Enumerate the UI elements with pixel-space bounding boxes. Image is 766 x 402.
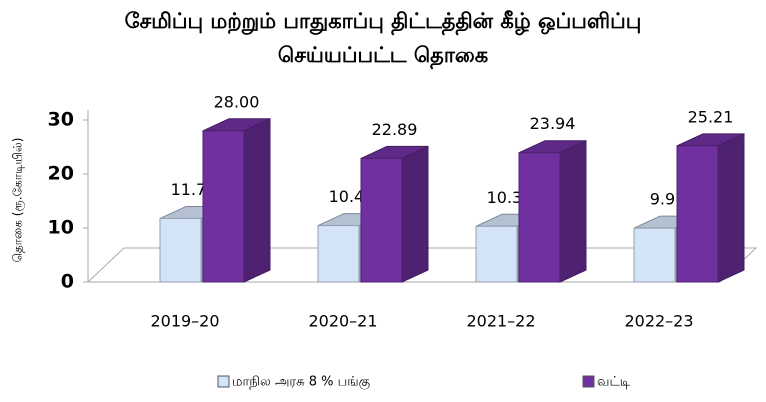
x-tick-label: 2020–21 — [308, 312, 377, 331]
x-tick-label: 2021–22 — [466, 312, 535, 331]
y-axis-label: தொகை (ரூ.கோடியில்) — [11, 138, 26, 263]
x-tick-label: 2019–20 — [150, 312, 219, 331]
bar — [633, 227, 676, 283]
legend-swatch — [582, 375, 595, 388]
bar — [202, 130, 245, 283]
legend-label: வட்டி — [597, 375, 631, 390]
bar-side — [717, 133, 745, 283]
legend-swatch — [217, 375, 230, 388]
data-label: 28.00 — [214, 92, 260, 111]
bar — [317, 225, 360, 283]
bar — [676, 145, 719, 283]
data-label: 23.94 — [530, 114, 576, 133]
bar-side — [559, 139, 587, 283]
bar — [360, 157, 403, 283]
y-tick-label: 0 — [61, 271, 74, 293]
data-label: 25.21 — [688, 107, 734, 126]
y-tick-label: 30 — [48, 109, 74, 131]
y-tick-label: 20 — [48, 163, 74, 185]
y-tick-label: 10 — [48, 217, 74, 239]
legend-label: மாநில அரசு 8 % பங்கு — [232, 375, 370, 390]
data-label: 22.89 — [372, 120, 418, 139]
bar-side — [401, 145, 429, 283]
x-tick-label: 2022–23 — [624, 312, 693, 331]
bar — [475, 225, 518, 283]
data-label: 9.97 — [650, 190, 686, 209]
bar — [518, 152, 561, 283]
chart-title: சேமிப்பு மற்றும் பாதுகாப்பு திட்டத்தின் … — [124, 9, 642, 67]
bar-side — [243, 118, 271, 283]
bar — [159, 217, 202, 283]
